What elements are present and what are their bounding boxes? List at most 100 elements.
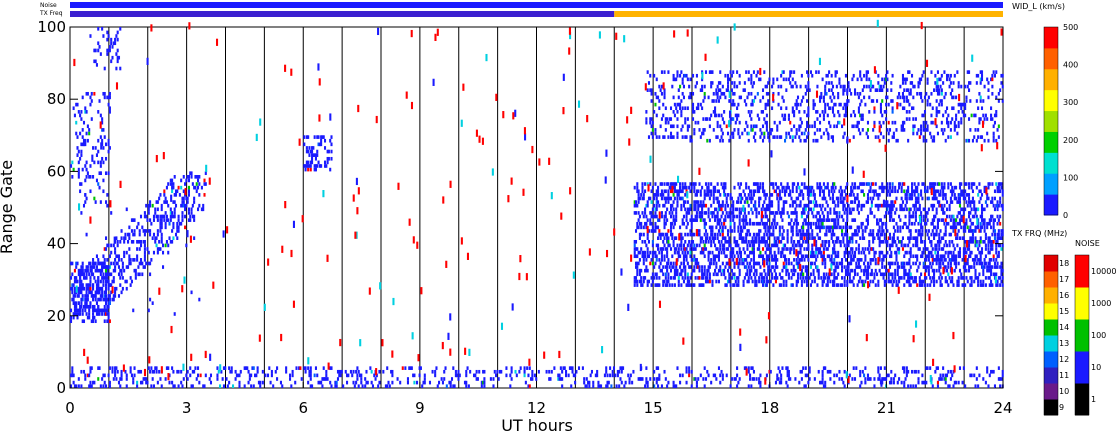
data-cell (686, 117, 689, 121)
data-cell (758, 200, 761, 204)
data-cell (811, 236, 814, 240)
data-cell (820, 95, 823, 100)
data-cell (821, 77, 824, 82)
data-cell (717, 113, 720, 118)
data-cell (936, 189, 939, 194)
data-cell (137, 272, 140, 277)
data-cell (957, 211, 960, 215)
data-cell (710, 261, 713, 266)
data-cell (716, 218, 719, 222)
data-cell (785, 272, 788, 277)
data-cell (891, 135, 894, 139)
data-cell (921, 99, 924, 103)
data-cell (838, 113, 841, 118)
data-cell (786, 229, 789, 233)
data-cell (818, 214, 822, 219)
data-cell (141, 261, 144, 266)
data-cell (860, 182, 863, 186)
data-cell (89, 261, 92, 266)
data-cell (912, 124, 915, 129)
data-cell (806, 239, 809, 244)
data-cell (149, 261, 152, 266)
data-cell (729, 218, 732, 222)
data-cell (729, 196, 732, 201)
data-cell (903, 265, 906, 269)
data-cell (714, 207, 717, 212)
data-cell (708, 279, 711, 284)
data-cell (991, 214, 994, 219)
data-cell (103, 304, 106, 309)
data-cell (785, 265, 788, 269)
data-cell (923, 221, 927, 226)
data-cell (782, 203, 785, 208)
data-cell (689, 77, 692, 82)
data-cell (156, 200, 159, 204)
data-cell (806, 88, 809, 92)
data-cell (864, 268, 867, 273)
data-cell (816, 268, 819, 273)
data-cell (654, 211, 657, 215)
data-cell (992, 218, 995, 222)
data-cell (850, 185, 853, 190)
data-cell (730, 81, 733, 85)
data-cell (883, 283, 886, 287)
data-cell (743, 218, 746, 222)
data-cell (838, 211, 841, 215)
data-cell (850, 189, 853, 194)
data-cell (909, 91, 912, 96)
data-cell (861, 247, 864, 251)
data-cell (895, 207, 898, 212)
data-cell (649, 211, 652, 215)
data-cell (869, 261, 872, 266)
data-cell (750, 124, 753, 129)
data-cell (685, 185, 688, 190)
data-cell (999, 200, 1002, 204)
data-cell (811, 229, 814, 233)
data-cell (873, 214, 876, 219)
data-cell (182, 196, 185, 201)
data-cell (977, 283, 980, 287)
data-cell (780, 283, 783, 287)
data-cell (826, 113, 829, 118)
data-cell (104, 308, 108, 313)
data-cell (969, 128, 972, 132)
data-cell (861, 117, 864, 121)
data-cell (795, 189, 798, 194)
data-cell (676, 124, 679, 129)
data-cell (692, 268, 695, 273)
data-cell (795, 203, 798, 208)
data-cell (821, 279, 824, 284)
data-cell (795, 84, 798, 89)
data-cell (813, 124, 816, 129)
data-cell (973, 279, 976, 284)
data-cell (638, 250, 641, 255)
data-cell (824, 243, 827, 248)
data-cell (806, 272, 809, 277)
data-cell (993, 232, 997, 237)
data-cell (910, 189, 914, 194)
data-cell (99, 294, 102, 298)
data-cell (772, 185, 775, 190)
data-cell (800, 211, 803, 215)
data-cell (316, 135, 319, 139)
data-cell (890, 203, 893, 208)
data-cell (804, 207, 807, 212)
data-cell (143, 250, 146, 255)
data-cell (309, 149, 312, 154)
data-cell (933, 189, 936, 194)
data-cell (966, 84, 969, 89)
data-cell (89, 283, 92, 287)
data-cell (925, 214, 928, 219)
data-cell (642, 254, 645, 259)
data-cell (671, 232, 674, 237)
data-cell (663, 95, 666, 100)
data-cell (942, 196, 945, 201)
data-cell (878, 250, 881, 255)
data-cell (765, 221, 768, 226)
data-cell (130, 218, 133, 222)
data-cell (686, 232, 689, 237)
data-cell (997, 236, 1000, 240)
data-cell (650, 117, 653, 121)
data-cell (684, 250, 687, 255)
data-cell (918, 283, 921, 287)
